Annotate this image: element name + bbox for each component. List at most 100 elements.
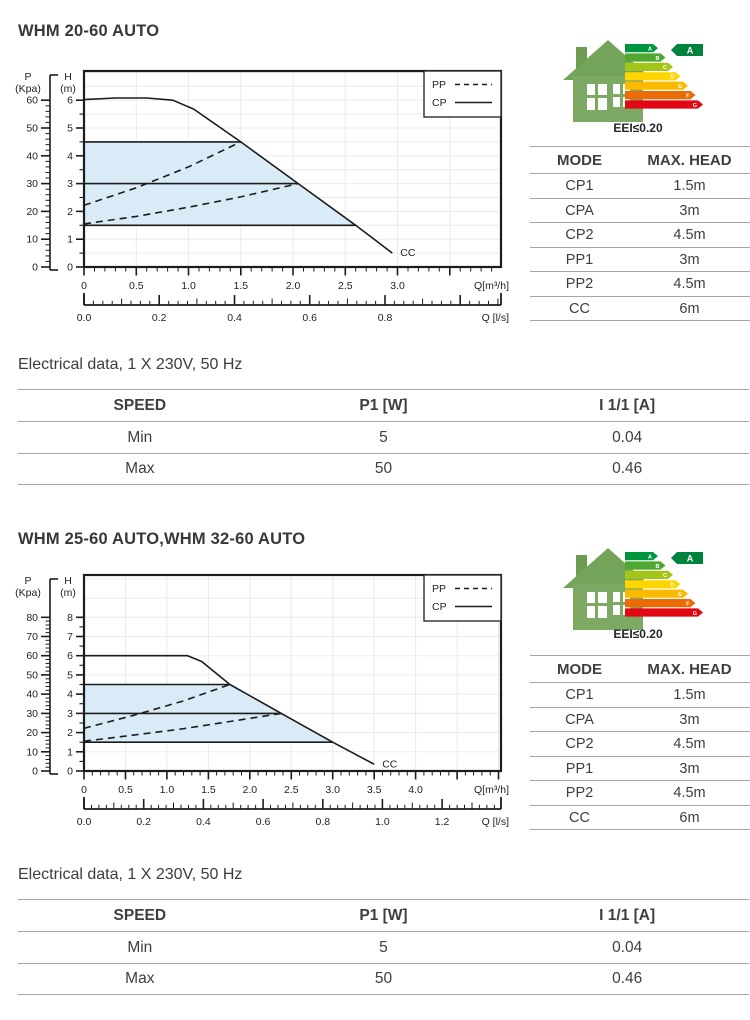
legend-box [423,574,502,622]
x-axis-tick-label: 3.0 [325,784,340,796]
table-cell: 4.5m [673,736,706,752]
house-icon [563,548,653,630]
h-axis-tick-label: 1 [67,234,73,246]
h-axis-tick-label: 3 [67,708,73,720]
h-axis-tick-label: 2 [67,206,73,218]
energy-class-arrow-A [625,44,658,53]
p-axis-tick-label: 70 [26,631,38,643]
table-row: CP1 1.5m [530,174,750,198]
legend-label: CP [432,97,447,109]
energy-class-letter: F [686,601,690,607]
energy-class-arrow-B [625,561,666,570]
table-header-row: MODE MAX. HEAD [530,146,750,174]
energy-class-arrow-E [625,589,688,598]
table-cell: PP2 [565,785,594,801]
x-axis-tick-label: 2.0 [286,280,301,292]
curve-PP1 [83,712,282,742]
electrical-data-table: SPEED P1 [W] I 1/1 [A] Min 5 0.04 Max 50 0.46 [18,389,749,485]
curve-end-label: CC [382,758,398,770]
h-axis-tick-label: 0 [67,262,73,274]
x-axis-tick-label: 2.5 [338,280,353,292]
table-cell: Max [125,460,155,477]
ls-axis-title: Q [l/s] [482,816,510,828]
table-row: CP2 4.5m [530,732,750,756]
performance-chart-whm-20-60: CC 0 1 2 3 4 5 6 H(m) 0 10 20 30 40 50 60 P(Kpa) 0 0.5 1.0 1… [15,69,510,324]
table-cell: 5 [379,938,388,956]
table-row: CPA 3m [530,707,750,732]
h-axis-title: H [64,71,72,83]
p-axis-tick-label: 0 [32,262,38,274]
curve-CC-max-curve [84,654,375,766]
x-axis-tick-label: 0 [81,280,87,292]
mode-max-head-table: MODE MAX. HEAD CP1 1.5m CPA 3m CP2 4.5m PP1 3m PP2… [530,655,750,830]
x-axis-tick-label: 0 [81,784,87,796]
table-header-row: MODE MAX. HEAD [530,655,750,683]
table-cell: CPA [565,711,594,728]
energy-class-letter: C [663,65,667,71]
energy-rating-badge-letter: A [687,46,694,56]
h-axis-tick-label: 2 [67,727,73,739]
table-cell: 0.46 [612,460,643,477]
legend-box [423,70,502,118]
table-cell: PP1 [565,251,594,268]
table-cell: 5 [379,428,388,446]
ls-axis-tick-label: 0.2 [136,816,151,828]
energy-class-arrow-G [625,100,703,109]
p-axis-tick-label: 20 [26,727,38,739]
table-cell: Min [127,428,153,446]
table: SPEED P1 [W] I 1/1 [A] Min 5 0.04 Max 50 0.46 [18,899,749,995]
table-cell: Max [125,970,155,987]
h-axis-tick-label: 5 [67,123,73,135]
energy-class-letter: C [663,573,667,579]
ls-axis-tick-label: 0.8 [378,312,393,324]
table-cell: 50 [374,970,393,987]
p-axis-title: P [24,71,31,83]
energy-class-letter: E [678,84,682,90]
x-axis-tick-label: 0.5 [118,784,133,796]
table-cell: PP2 [565,276,594,292]
table-cell: 0.46 [612,970,643,987]
h-axis-tick-label: 3 [67,178,73,190]
ls-axis-tick-label: 0.2 [152,312,167,324]
h-axis-tick-label: 0 [67,766,73,778]
column-header: MODE [557,152,602,169]
energy-class-arrow-D [625,580,681,589]
table-cell: 0.04 [612,428,643,446]
ls-axis-title: Q [l/s] [482,312,510,324]
house-icon [563,40,653,122]
ls-axis-tick-label: 1.0 [375,816,390,828]
p-axis-tick-label: 20 [26,206,38,218]
table-cell: 3m [679,711,700,728]
electrical-data-table: SPEED P1 [W] I 1/1 [A] Min 5 0.04 Max 50 0.46 [18,899,749,995]
p-axis-tick-label: 40 [26,150,38,162]
energy-class-arrow-G [625,608,703,617]
electrical-data-caption: Electrical data, 1 X 230V, 50 Hz [18,866,243,883]
p-axis-tick-label: 40 [26,689,38,701]
x-axis-tick-label: 4.0 [408,784,423,796]
ls-axis-tick-label: 0.6 [302,312,317,324]
p-axis-title: (Kpa) [15,83,41,95]
legend-label: PP [432,79,446,91]
energy-class-letter: D [671,75,675,81]
table-cell: CPA [565,202,594,219]
table-cell: CC [569,300,590,317]
x-axis-tick-label: 0.5 [129,280,144,292]
table-cell: Min [127,938,153,956]
h-axis-tick-label: 5 [67,669,73,681]
table-row: Max 50 0.46 [18,963,749,995]
column-header: SPEED [113,907,167,924]
ls-axis-tick-label: 0.0 [77,816,92,828]
table-row: CC 6m [530,805,750,830]
energy-rating-badge [671,552,703,564]
h-axis-tick-label: 6 [67,650,73,662]
ls-axis-tick-label: 1.2 [435,816,450,828]
p-axis-tick-label: 30 [26,178,38,190]
x-axis-tick-label: 1.0 [181,280,196,292]
table-cell: CP1 [565,178,594,194]
table-cell: PP1 [565,760,594,777]
table-row: CP2 4.5m [530,223,750,247]
energy-class-arrow-F [625,599,696,608]
energy-class-letter: A [648,554,652,560]
ls-axis-tick-label: 0.4 [196,816,211,828]
curve-CC-max-curve [83,97,393,254]
